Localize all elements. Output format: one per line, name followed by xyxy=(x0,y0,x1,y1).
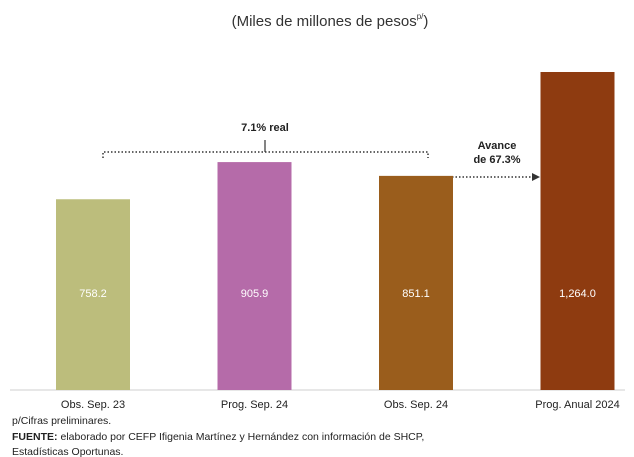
bracket xyxy=(102,151,429,158)
annotation: de 67.3% xyxy=(473,154,520,166)
bar xyxy=(540,72,615,390)
annotation: Avance xyxy=(478,140,517,152)
arrow-head xyxy=(532,173,540,181)
source: FUENTE: elaborado por CEFP Ifigenia Martí… xyxy=(12,431,424,443)
value-label: 758.2 xyxy=(79,288,107,300)
source-label: FUENTE: xyxy=(12,431,58,443)
title-end: ) xyxy=(423,13,428,30)
value-label: 851.1 xyxy=(402,288,430,300)
x-tick-label: Prog. Anual 2024 xyxy=(535,399,619,411)
title-superscript: p/ xyxy=(417,12,424,21)
value-label: 1,264.0 xyxy=(559,288,596,300)
value-label: 905.9 xyxy=(241,288,269,300)
bar xyxy=(217,162,292,390)
chart-title: (Miles de millones de pesosp/) xyxy=(232,12,429,30)
annotation: 7.1% real xyxy=(241,122,289,134)
title-text: (Miles de millones de pesos xyxy=(232,13,417,30)
bar xyxy=(56,199,130,390)
bracket-line xyxy=(102,151,429,158)
bar xyxy=(379,175,453,390)
source-line: elaborado por CEFP Ifigenia Martínez y H… xyxy=(61,431,425,443)
note: p/Cifras preliminares. xyxy=(12,415,111,427)
source-line: Estadísticas Oportunas. xyxy=(12,446,123,457)
x-tick-label: Obs. Sep. 23 xyxy=(61,399,125,411)
x-tick-label: Prog. Sep. 24 xyxy=(221,399,288,411)
x-tick-label: Obs. Sep. 24 xyxy=(384,399,448,411)
